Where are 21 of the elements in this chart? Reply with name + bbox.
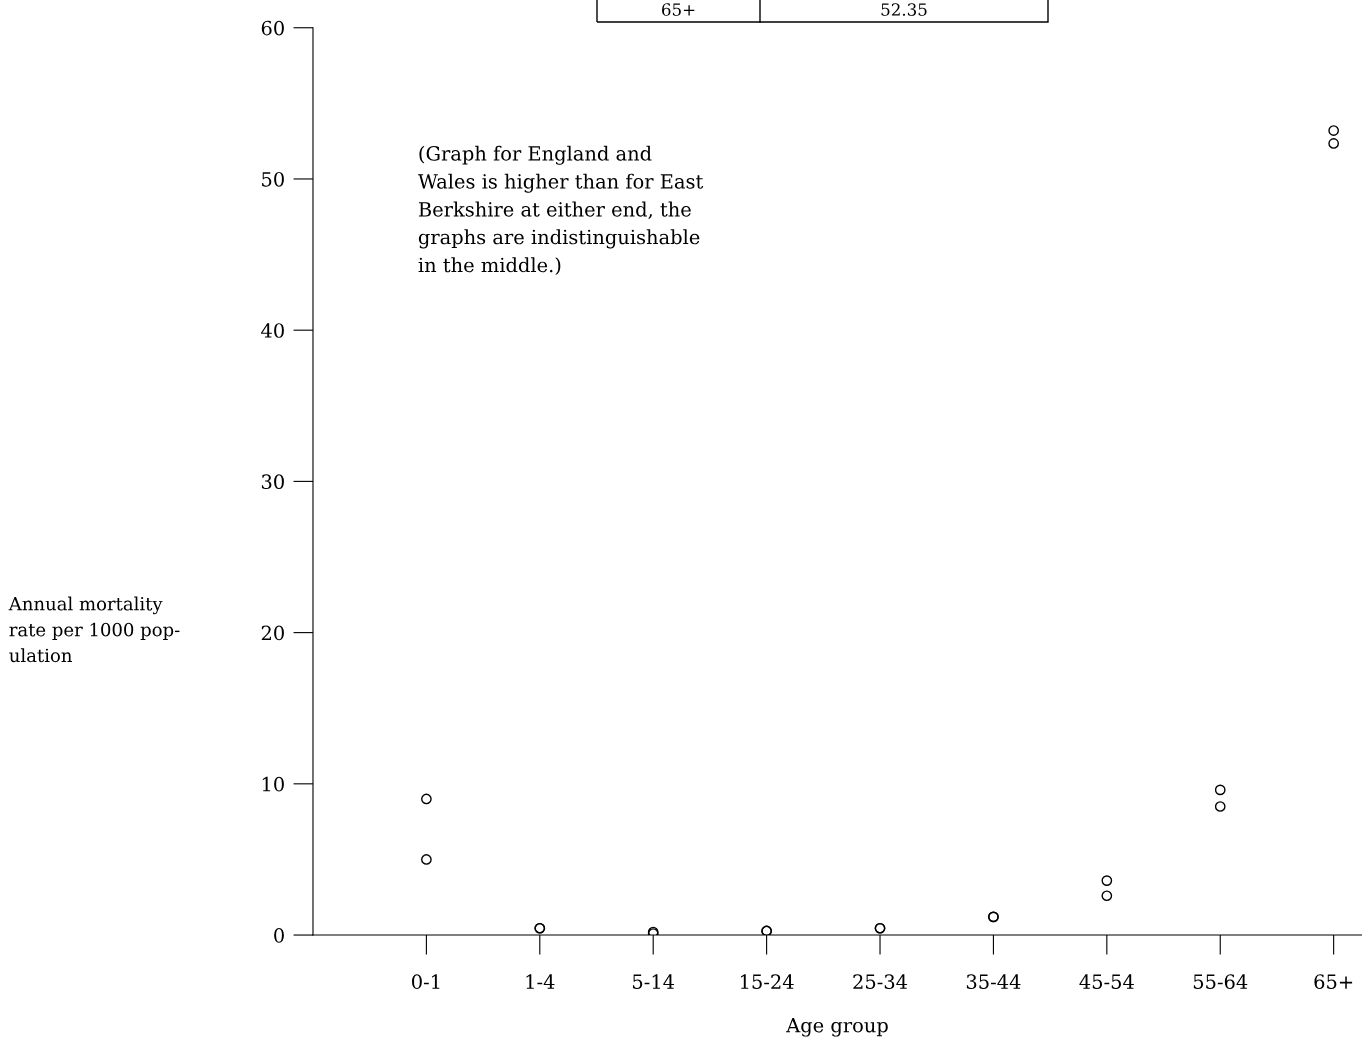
x-tick-label: 55-64 bbox=[1193, 974, 1248, 989]
x-tick-label: 35-44 bbox=[966, 974, 1021, 989]
text: 52.35 bbox=[881, 3, 927, 16]
y-tick-label: 50 bbox=[262, 171, 284, 187]
x-tick-label: 5-14 bbox=[633, 974, 675, 989]
text: 65+ bbox=[662, 3, 695, 16]
annotation: (Graph for England and Wales is higher than for East Berkshire at either end, the graphs are indistinguishable in the middle.) bbox=[417, 145, 704, 276]
y-tick-label: 0 bbox=[274, 928, 284, 943]
x-tick-label: 1-4 bbox=[526, 974, 555, 989]
y-tick-label: 30 bbox=[261, 474, 284, 490]
y-tick-label: 40 bbox=[261, 323, 284, 338]
x-tick-label: 0-1 bbox=[412, 974, 440, 989]
x-tick-label: 25-34 bbox=[853, 974, 908, 989]
x-tick-label: 45-54 bbox=[1079, 974, 1134, 989]
y-tick-label: 20 bbox=[261, 625, 284, 641]
x-axis-title: Age group bbox=[786, 1018, 888, 1037]
y-axis-title: Annual mortality rate per 1000 pop- ulation bbox=[8, 596, 180, 663]
y-tick-label: 10 bbox=[262, 776, 284, 792]
x-tick-label: 65+ bbox=[1314, 974, 1353, 989]
x-tick-label: 15-24 bbox=[740, 974, 794, 989]
y-tick-label: 60 bbox=[261, 20, 284, 36]
